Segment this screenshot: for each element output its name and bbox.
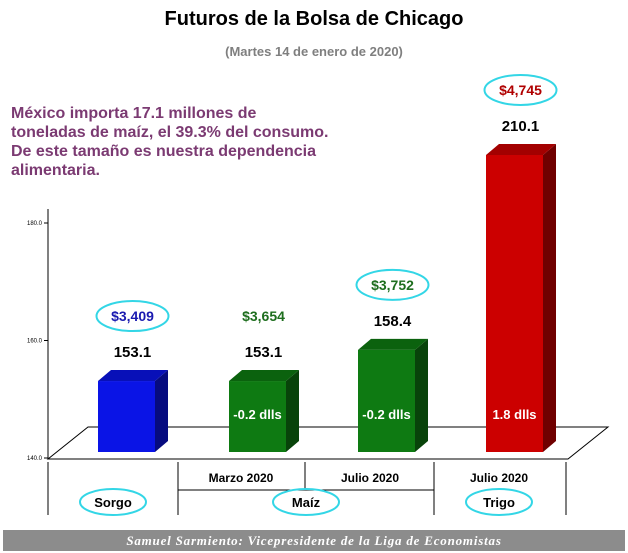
y-tick-label: 160.0 — [27, 339, 43, 345]
annotation-line: toneladas de maíz, el 39.3% del consumo. — [11, 124, 329, 141]
group-label: Maíz — [292, 495, 321, 510]
bar-top — [486, 144, 556, 155]
change-label: -0.2 dlls — [233, 407, 281, 422]
category-label: Julio 2020 — [470, 471, 528, 485]
price-highlight-ellipse — [355, 268, 430, 301]
y-tick-label: 140.0 — [27, 456, 43, 462]
bar-value-label: 210.1 — [502, 118, 540, 135]
bar-side — [415, 338, 428, 452]
bar — [229, 381, 286, 452]
bar-side — [543, 144, 556, 452]
bar-value-label: 158.4 — [374, 313, 412, 330]
footer-credit: Samuel Sarmiento: Vicepresidente de la L… — [3, 530, 625, 551]
bar-top — [98, 370, 168, 382]
annotation-text: México importa 17.1 millones de tonelada… — [11, 104, 349, 180]
price-label: $3,409 — [111, 308, 154, 324]
y-tick-label: 180.0 — [27, 221, 43, 227]
annotation-line: alimentaria. — [11, 162, 100, 179]
category-label: Marzo 2020 — [209, 471, 274, 485]
group-highlight-ellipse — [465, 488, 533, 516]
change-label: 1.8 dlls — [492, 407, 536, 422]
chart-floor — [46, 426, 610, 460]
group-highlight-ellipse — [272, 488, 340, 516]
price-highlight-ellipse — [483, 74, 558, 106]
chart-subtitle: (Martes 14 de enero de 2020) — [225, 44, 403, 59]
price-label: $3,752 — [371, 277, 414, 293]
bar-value-label: 153.1 — [114, 344, 152, 361]
annotation-line: México importa 17.1 millones de — [11, 105, 257, 122]
bar-side — [286, 370, 299, 452]
bar — [358, 349, 415, 452]
bar — [98, 381, 155, 452]
annotation-line: De este tamaño es nuestra dependencia — [11, 143, 316, 160]
price-label: $3,654 — [242, 308, 285, 324]
change-label: -0.2 dlls — [362, 407, 410, 422]
bar-top — [358, 338, 428, 350]
bar-side — [155, 370, 168, 452]
bar-value-label: 153.1 — [245, 344, 283, 361]
price-label: $4,745 — [499, 82, 542, 98]
chart-title: Futuros de la Bolsa de Chicago — [164, 8, 464, 30]
bar — [486, 155, 543, 452]
group-label: Trigo — [483, 495, 515, 510]
group-label: Sorgo — [94, 495, 132, 510]
group-highlight-ellipse — [79, 488, 147, 516]
price-highlight-ellipse — [95, 300, 170, 333]
bar-top — [229, 370, 299, 382]
category-label: Julio 2020 — [341, 471, 399, 485]
